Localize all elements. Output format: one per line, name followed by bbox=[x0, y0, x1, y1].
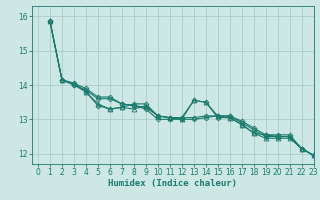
X-axis label: Humidex (Indice chaleur): Humidex (Indice chaleur) bbox=[108, 179, 237, 188]
